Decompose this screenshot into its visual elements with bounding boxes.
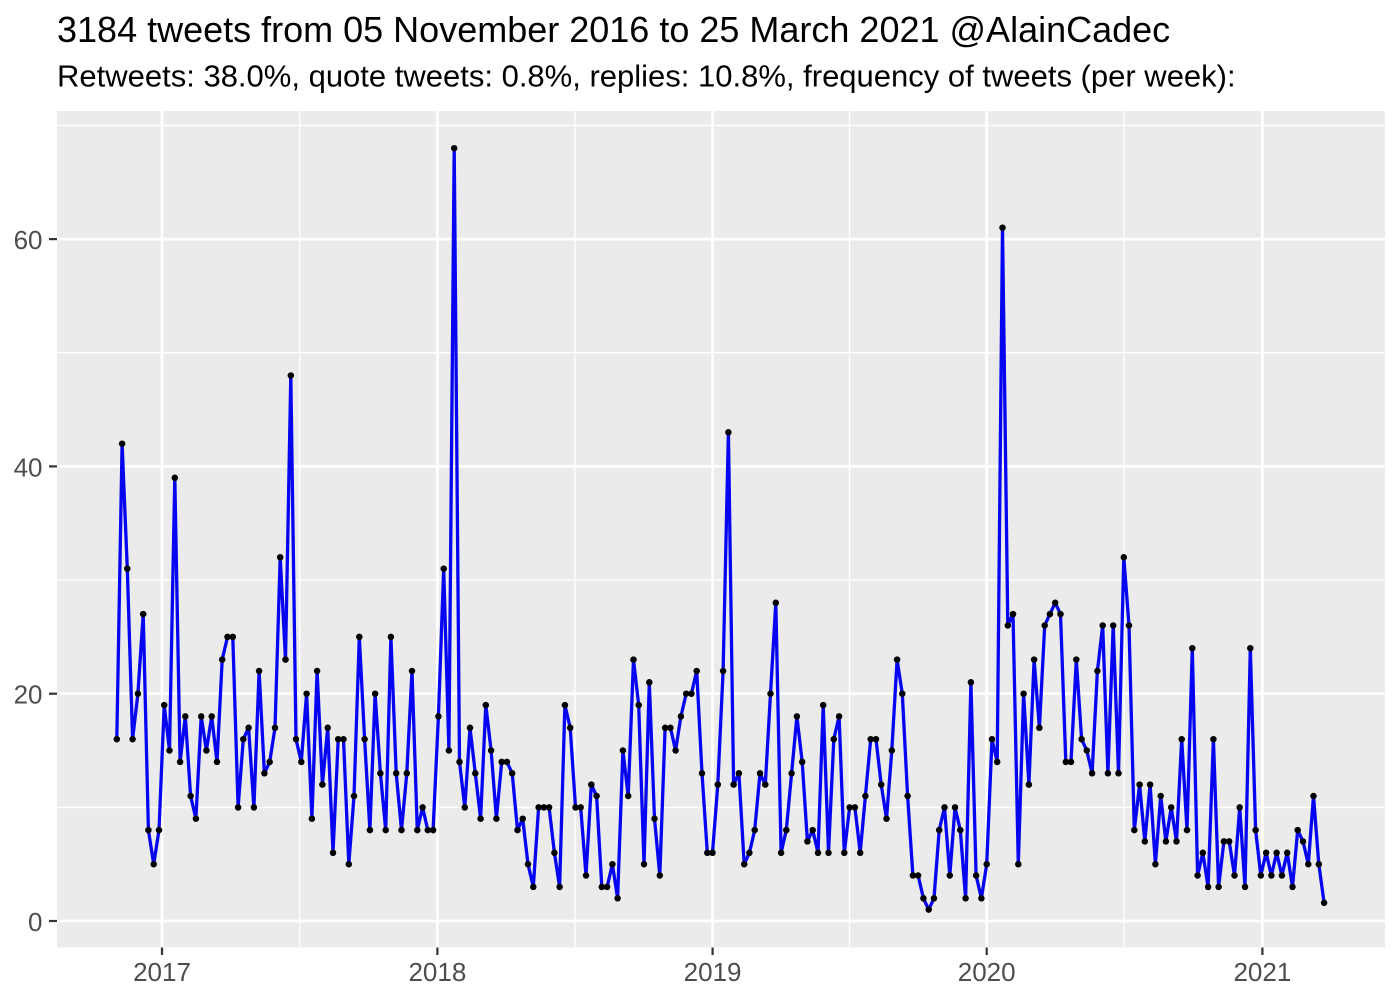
svg-text:20: 20 [14, 680, 43, 710]
svg-text:Retweets: 38.0%, quote tweets:: Retweets: 38.0%, quote tweets: 0.8%, rep… [57, 59, 1236, 94]
svg-text:3184 tweets from 05 November 2: 3184 tweets from 05 November 2016 to 25 … [57, 9, 1170, 50]
svg-text:2020: 2020 [958, 957, 1016, 987]
svg-text:60: 60 [14, 225, 43, 255]
svg-text:2019: 2019 [684, 957, 742, 987]
svg-text:40: 40 [14, 452, 43, 482]
svg-text:2018: 2018 [408, 957, 466, 987]
svg-text:2021: 2021 [1233, 957, 1291, 987]
svg-text:0: 0 [28, 907, 42, 937]
svg-text:2017: 2017 [133, 957, 191, 987]
